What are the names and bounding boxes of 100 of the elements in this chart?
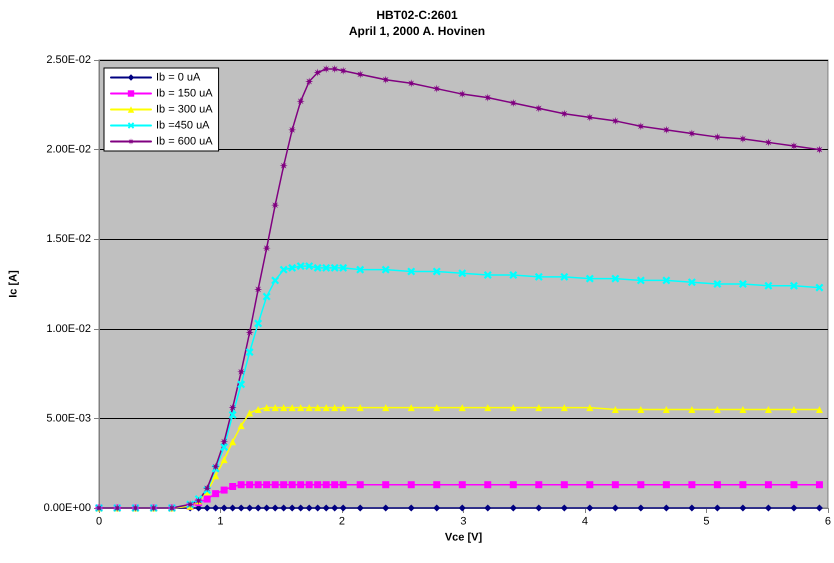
point (408, 481, 415, 488)
point (280, 266, 288, 274)
point (815, 284, 824, 292)
point (713, 133, 722, 142)
point (212, 472, 220, 480)
point (636, 122, 645, 130)
point (764, 481, 772, 488)
point (305, 78, 314, 86)
point (612, 406, 619, 413)
x-tick-label: 2 (338, 516, 346, 528)
point (314, 504, 322, 512)
y-tick-label: 5.00E-03 (46, 412, 91, 424)
point (764, 282, 772, 290)
point (356, 481, 364, 488)
point (790, 481, 798, 488)
point (382, 481, 390, 488)
point (510, 404, 517, 412)
x-tick-label: 4 (582, 516, 588, 528)
point (229, 438, 236, 446)
point (229, 504, 236, 512)
point (560, 272, 568, 281)
point (586, 274, 594, 283)
point (246, 328, 254, 336)
point (246, 504, 254, 512)
point (458, 90, 466, 98)
point (263, 481, 270, 488)
point (612, 481, 619, 488)
point (314, 68, 322, 77)
point (340, 504, 347, 512)
point (254, 285, 262, 294)
point (263, 504, 270, 512)
x-axis-title: Vce [V] (444, 531, 482, 544)
point (535, 481, 542, 488)
point (535, 404, 542, 412)
point (739, 481, 746, 488)
point (586, 404, 594, 412)
point (484, 404, 492, 412)
point (611, 274, 620, 283)
point (688, 504, 696, 512)
point (714, 481, 721, 488)
point (637, 406, 644, 413)
point (458, 504, 466, 512)
point (280, 504, 288, 512)
point (254, 319, 262, 328)
x-tick-label: 5 (703, 516, 710, 528)
y-tick-label: 0.00E+00 (44, 502, 91, 514)
chart-subtitle: April 1, 2000 A. Hovinen (348, 24, 486, 38)
point (263, 404, 270, 412)
point (271, 201, 280, 210)
point (484, 481, 492, 488)
point (322, 504, 330, 512)
point (296, 262, 305, 270)
point (458, 404, 466, 412)
point (220, 456, 228, 464)
point (229, 482, 236, 490)
point (662, 481, 670, 488)
point (296, 97, 305, 106)
point (534, 104, 543, 112)
point (204, 496, 211, 503)
point (714, 406, 721, 413)
point (237, 380, 246, 388)
point (280, 404, 288, 412)
point (662, 406, 670, 413)
point (815, 146, 824, 154)
point (356, 404, 364, 412)
point (238, 504, 245, 512)
point (458, 269, 466, 278)
point (306, 504, 313, 512)
point (790, 406, 798, 413)
point (356, 266, 364, 274)
y-tick-label: 2.00E-02 (46, 144, 91, 156)
point (212, 490, 220, 498)
point (713, 280, 722, 288)
point (408, 404, 415, 412)
point (688, 278, 696, 286)
point (612, 504, 619, 512)
point (433, 481, 440, 488)
legend-label: Ib = 300 uA (156, 104, 214, 116)
point (297, 504, 304, 512)
point (339, 66, 348, 75)
point (331, 481, 338, 488)
point (246, 481, 254, 488)
point (272, 504, 279, 512)
point (535, 504, 542, 512)
point (272, 404, 279, 412)
point (330, 64, 339, 73)
point (738, 280, 747, 288)
x-tick-label: 6 (824, 516, 832, 528)
y-axis-title: Ic [A] (8, 270, 20, 298)
point (306, 404, 313, 412)
point (408, 504, 415, 512)
point (254, 481, 262, 488)
point (510, 481, 517, 488)
point (288, 504, 296, 512)
point (280, 481, 288, 488)
point (790, 142, 798, 150)
point (816, 481, 823, 488)
point (237, 368, 246, 376)
point (306, 481, 313, 488)
point (220, 486, 228, 494)
